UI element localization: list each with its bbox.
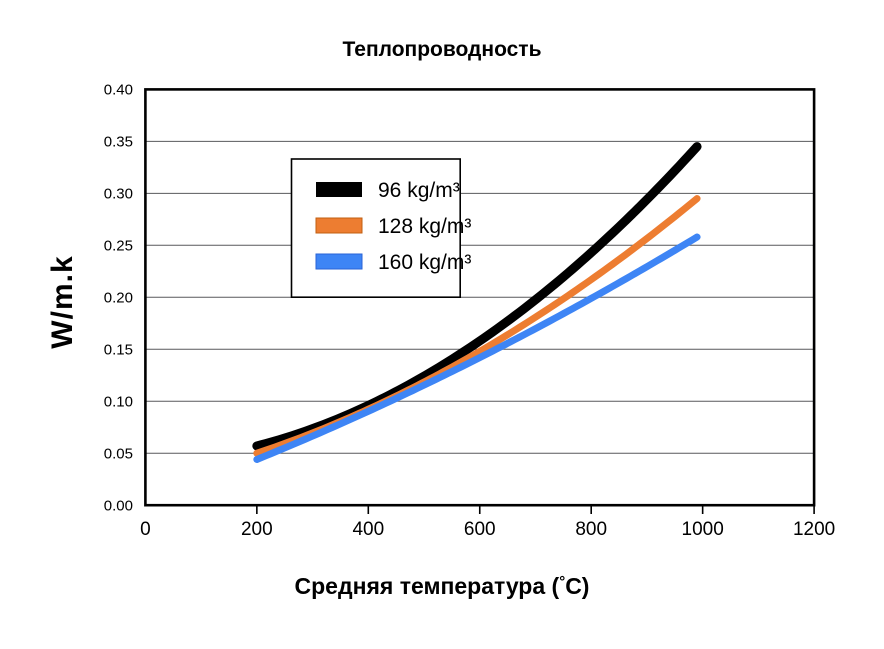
svg-text:0.20: 0.20 xyxy=(104,290,133,307)
svg-text:128 kg/m³: 128 kg/m³ xyxy=(378,215,471,238)
svg-text:0.10: 0.10 xyxy=(104,394,133,411)
svg-text:1200: 1200 xyxy=(793,519,835,540)
svg-text:0.15: 0.15 xyxy=(104,342,133,359)
svg-text:400: 400 xyxy=(352,519,384,540)
svg-text:600: 600 xyxy=(464,519,496,540)
svg-text:0.00: 0.00 xyxy=(104,498,133,515)
svg-text:0.40: 0.40 xyxy=(104,82,133,99)
svg-text:800: 800 xyxy=(575,519,607,540)
svg-text:0: 0 xyxy=(140,519,151,540)
svg-text:0.30: 0.30 xyxy=(104,186,133,203)
svg-text:0.35: 0.35 xyxy=(104,134,133,151)
svg-text:160 kg/m³: 160 kg/m³ xyxy=(378,251,471,274)
svg-text:0.25: 0.25 xyxy=(104,238,133,255)
svg-text:1000: 1000 xyxy=(682,519,724,540)
svg-text:0.05: 0.05 xyxy=(104,446,133,463)
svg-text:96 kg/m³: 96 kg/m³ xyxy=(378,179,460,202)
svg-text:200: 200 xyxy=(241,519,273,540)
